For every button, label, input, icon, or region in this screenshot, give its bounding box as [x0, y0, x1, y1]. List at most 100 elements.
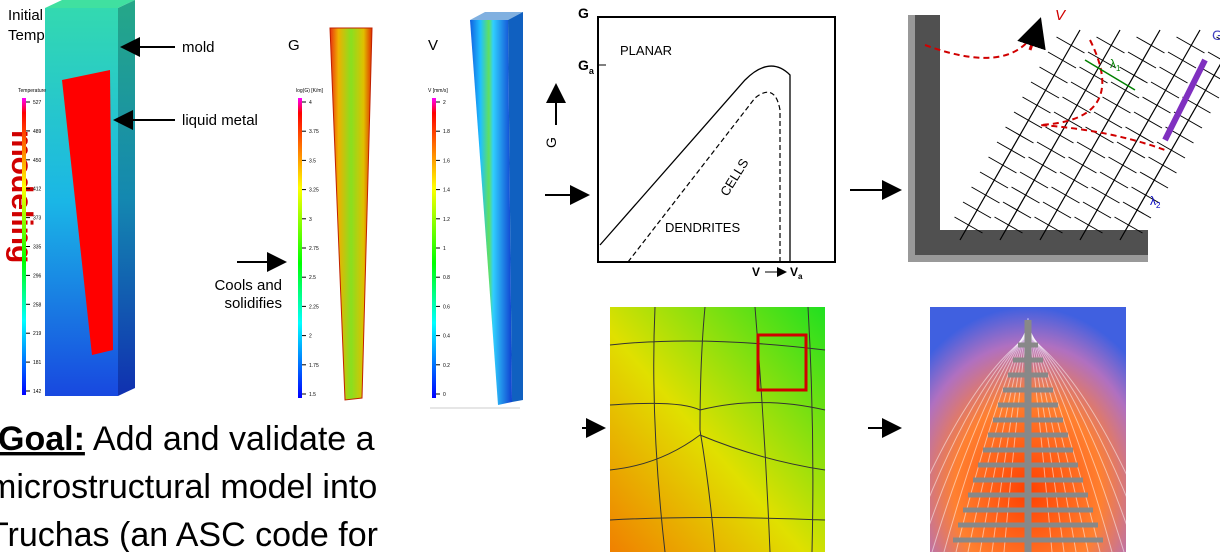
dendrite-arm — [1199, 66, 1220, 80]
dendrite-arm — [1011, 186, 1040, 204]
colorbar-tick-label: 142 — [33, 389, 42, 395]
dendrite-arm — [1079, 66, 1108, 84]
dendrite-arm — [1030, 81, 1060, 99]
colorbar-tick-label: 0.2 — [443, 363, 450, 369]
dendrite-arm — [996, 141, 1026, 159]
dendrite-arm — [1150, 81, 1180, 99]
dendrite-arm — [1082, 201, 1112, 219]
colorbar-title: log(G) [K/m] — [296, 88, 324, 94]
dendrite-arm — [1076, 141, 1106, 159]
dendrite-arm — [1167, 51, 1197, 69]
mold-column — [45, 0, 135, 396]
colorbar-tick-label: 412 — [33, 187, 42, 193]
colorbar-tick-label: 0.4 — [443, 334, 450, 340]
g-column — [329, 27, 373, 401]
dendrite-arm — [971, 186, 1000, 204]
dendrite-arm — [1056, 36, 1085, 54]
colorbar-tick-label: 3.75 — [309, 129, 319, 135]
cools-label: solidifies — [224, 295, 282, 312]
goal-label: Goal: — [0, 420, 85, 458]
liquid-metal — [62, 70, 113, 355]
gradient-label: G — [1212, 27, 1220, 43]
dendrite-arm — [1019, 171, 1049, 189]
y-mark: Ga — [578, 57, 595, 76]
dendrite-arm — [1074, 216, 1103, 234]
dendrite-arm — [1005, 126, 1034, 144]
region: DENDRITES — [665, 220, 740, 235]
dendrite-arm — [1070, 81, 1100, 99]
colorbar-tick-label: 1.5 — [309, 392, 316, 398]
dendrite-image — [895, 307, 1161, 552]
liquid-label: liquid metal — [182, 112, 258, 129]
dendrite-arm — [1125, 126, 1154, 144]
dendrite-arm — [1114, 216, 1143, 234]
dendrite-arm — [1096, 36, 1125, 54]
dendrite-arm — [1036, 141, 1066, 159]
colorbar-tick-label: 1.6 — [443, 158, 450, 164]
dendrite-arm — [1156, 141, 1186, 159]
gv-map — [597, 16, 836, 263]
colorbar-tick-label: 296 — [33, 273, 42, 279]
dendrite-arm — [1159, 66, 1188, 84]
dendrite-arm — [1148, 156, 1177, 174]
dendrite-arm — [1034, 216, 1063, 234]
y-axis-label: G — [578, 5, 589, 21]
colorbar-title: Temperature — [18, 88, 46, 94]
dendrite-arm — [1062, 96, 1091, 114]
colorbar-tick-label: 2 — [443, 100, 446, 106]
lambda1: λ — [1110, 57, 1116, 71]
colorbar-tick-label: 373 — [33, 216, 42, 222]
colorbar-tick-label: 0.8 — [443, 275, 450, 281]
lambda2-sub: 2 — [1156, 201, 1161, 210]
dendrite-arm — [1108, 156, 1137, 174]
contour — [1003, 317, 1053, 552]
x-mark-sub: a — [798, 272, 803, 281]
colorbar-tick-label: 489 — [33, 129, 42, 135]
colorbar-tick-label: 0 — [443, 392, 446, 398]
map-side-label: G — [543, 137, 559, 148]
colorbar-tick-label: 335 — [33, 245, 42, 251]
velocity-label: V — [1055, 7, 1067, 24]
dendrite-arm — [1028, 156, 1057, 174]
dendrite-arm — [1068, 156, 1097, 174]
v-column — [470, 20, 512, 405]
panel-title: G — [288, 37, 300, 54]
dendrite-arm — [1142, 96, 1171, 114]
dendrite-arm — [1039, 66, 1068, 84]
colorbar-tick-label: 4 — [309, 100, 312, 106]
dendrite-arm — [1176, 36, 1205, 54]
svg-text:λ2: λ2 — [1150, 194, 1161, 210]
lambda1-sub: 1 — [1116, 64, 1121, 73]
colorbar-tick-label: 1.8 — [443, 129, 450, 135]
spacing-image — [908, 15, 1220, 262]
colorbar-tick-label: 2.5 — [309, 275, 316, 281]
colorbar-tick-label: 1.4 — [443, 188, 450, 194]
dendrite-arm — [1207, 51, 1220, 60]
colorbar-tick-label: 1.2 — [443, 217, 450, 223]
dendrite-arm — [1102, 96, 1131, 114]
colorbar — [298, 98, 302, 398]
colorbar-tick-label: 0.6 — [443, 304, 450, 310]
colorbar-tick-label: 2 — [309, 334, 312, 340]
mold-label: mold — [182, 39, 215, 56]
colorbar — [22, 98, 26, 395]
panel-title: V — [428, 37, 438, 54]
dendrite-arm — [1045, 126, 1074, 144]
dendrite-arm — [1099, 171, 1129, 189]
colorbar-tick-label: 3.5 — [309, 158, 316, 164]
dendrite-arm — [1002, 201, 1032, 219]
mesh-image — [609, 306, 826, 552]
region: PLANAR — [620, 43, 672, 58]
colorbar-title: V [mm/s] — [428, 88, 448, 94]
initial-temp: Initial — [8, 7, 43, 24]
colorbar-tick-label: 219 — [33, 331, 42, 337]
dendrite-arm — [1136, 36, 1165, 54]
colorbar — [432, 98, 436, 398]
dendrite-arm — [1093, 111, 1123, 129]
dendrite-arm — [1059, 171, 1089, 189]
dendrite-arm — [1047, 51, 1077, 69]
y-mark: G — [578, 57, 589, 73]
dendrite-arm — [954, 216, 983, 234]
dendrite-arm — [1119, 66, 1148, 84]
